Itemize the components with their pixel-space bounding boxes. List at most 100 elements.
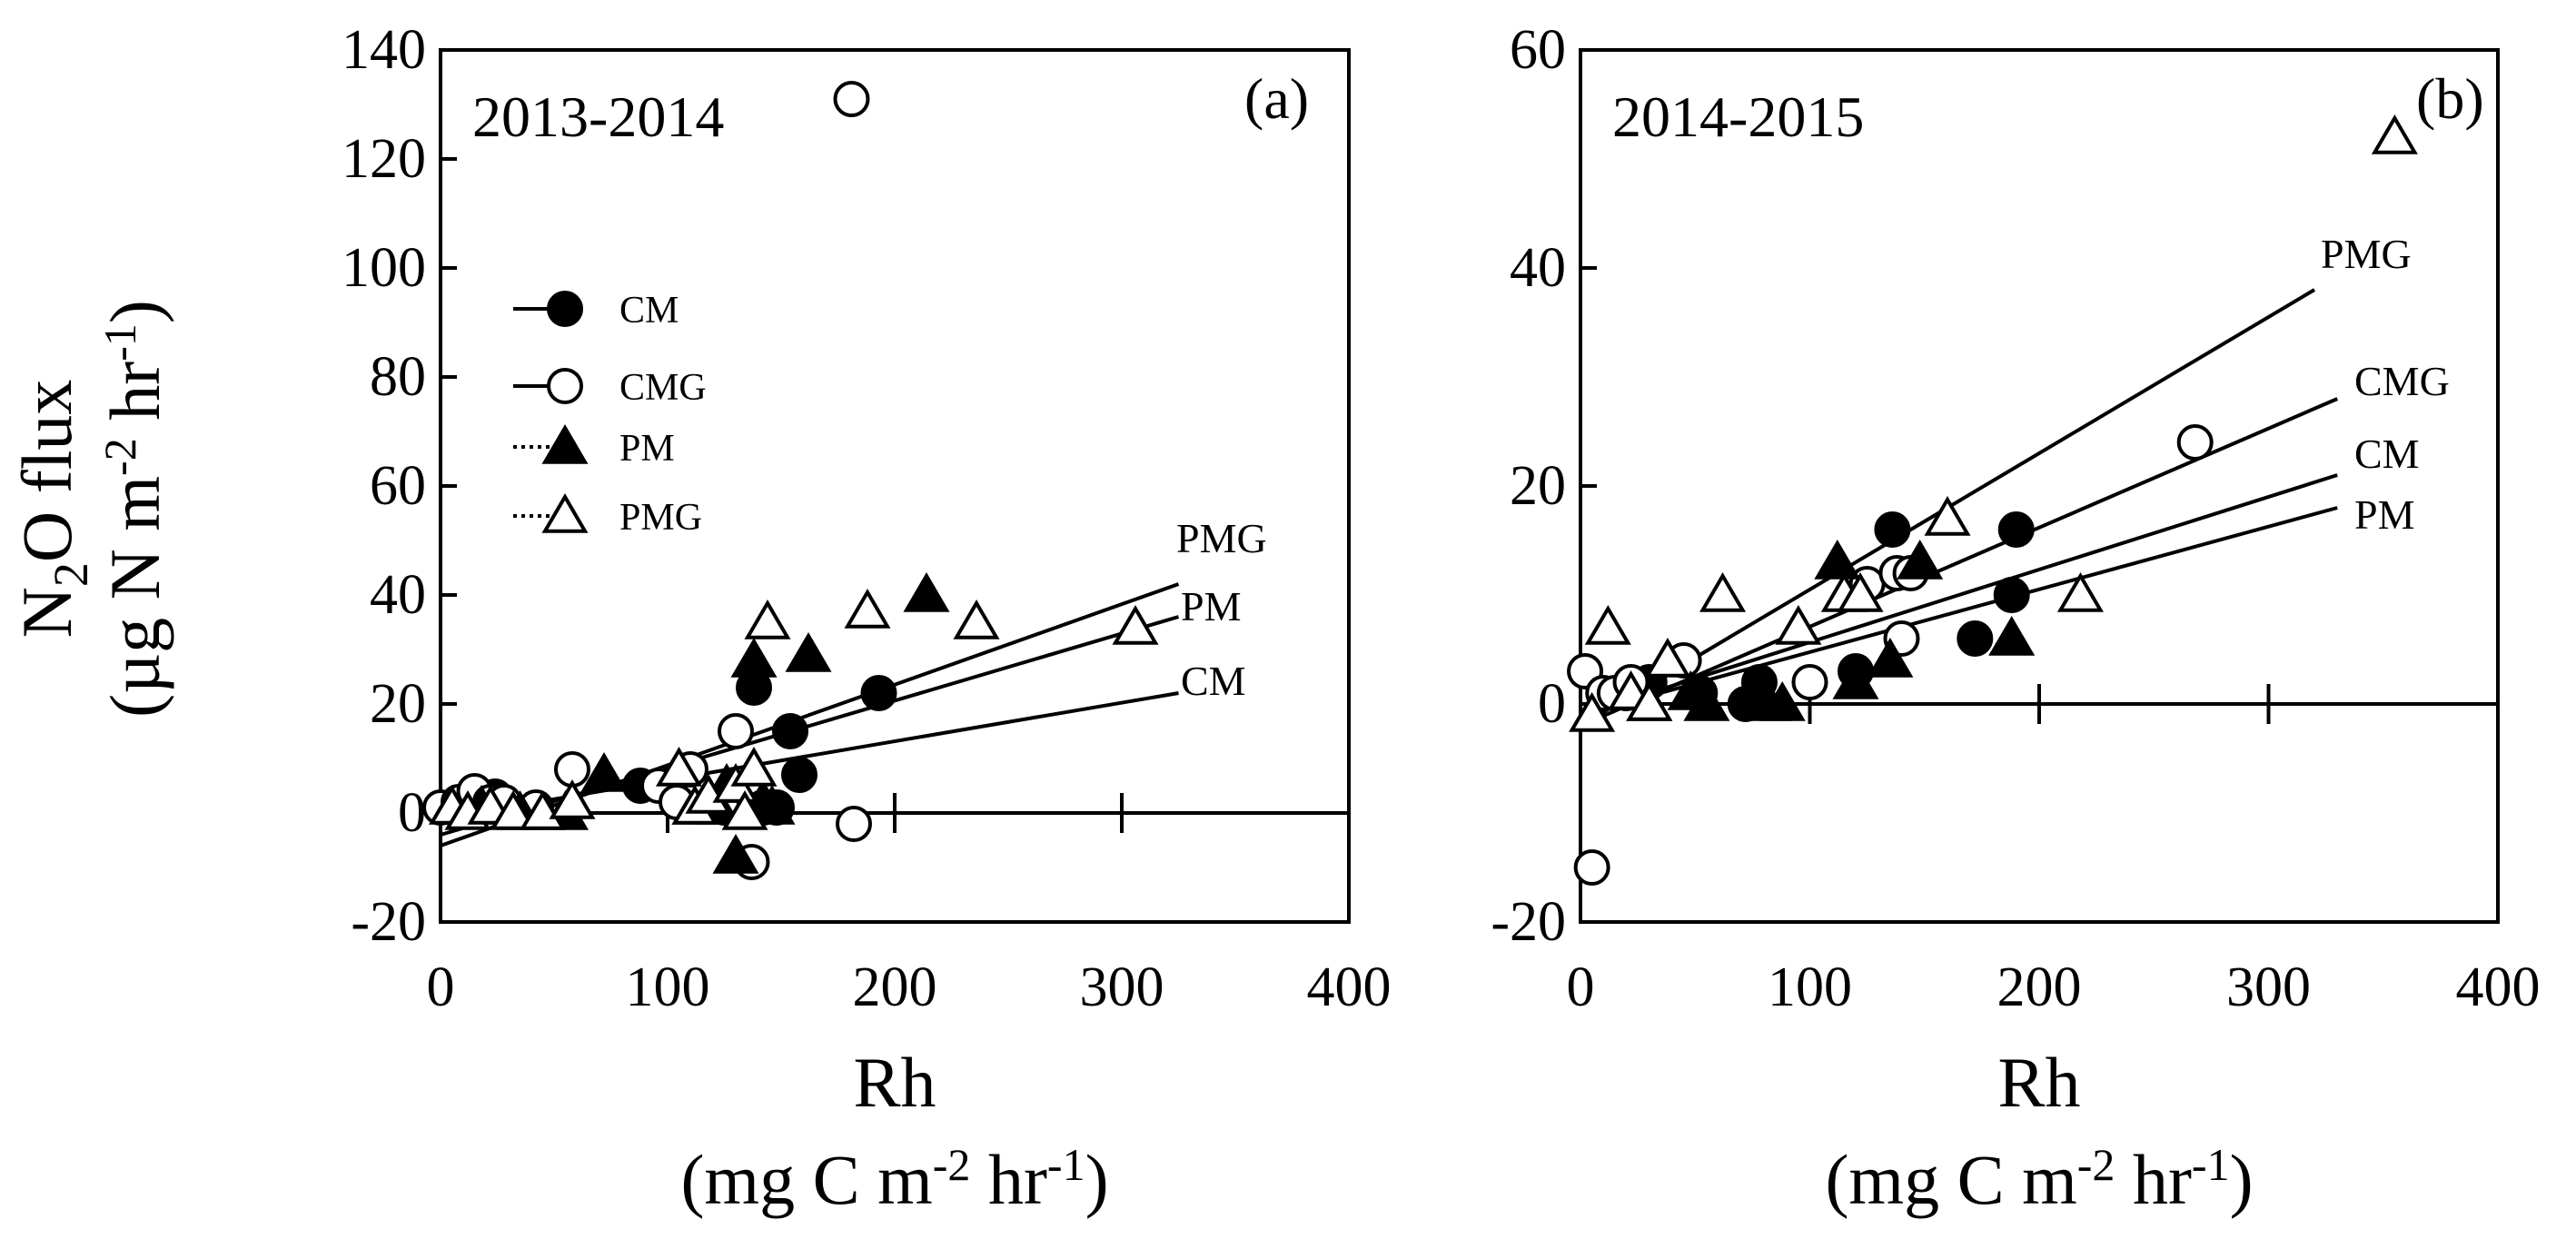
panel-b-y-tick-label: 0 bbox=[1538, 673, 1566, 735]
panel-b-frame bbox=[1579, 48, 2500, 924]
panel-b-point-pmg bbox=[1569, 692, 1616, 732]
panel-a-legend: CM CMG PM PMG bbox=[513, 290, 707, 539]
panel-b-fit-line-cmg bbox=[1580, 397, 2339, 728]
panel-a-point-pm bbox=[730, 638, 778, 678]
panel-a-letter: (a) bbox=[1244, 66, 1309, 131]
panel-b-point-pm bbox=[1867, 638, 1914, 678]
panel-b-point-cm bbox=[1874, 511, 1911, 548]
legend-marker-pm bbox=[541, 424, 589, 464]
panel-a-point-pmg bbox=[844, 589, 891, 629]
panel-a-point-pm bbox=[903, 572, 950, 612]
y-axis-label: N2O flux (µg N m-2 hr-1) bbox=[7, 300, 174, 718]
panel-b-point-cmg bbox=[1573, 849, 1610, 886]
panel-b-point-pm bbox=[1683, 681, 1730, 721]
panel-a-x-tick-label: 200 bbox=[853, 957, 937, 1018]
legend-marker-pmg bbox=[541, 493, 589, 533]
panel-a-point-pm bbox=[785, 632, 832, 672]
panel-b-point-pmg bbox=[2371, 114, 2418, 154]
panel-b-point-pm bbox=[1759, 681, 1806, 721]
panel-a-point-pmg bbox=[1112, 605, 1159, 645]
panel-a-point-pmg bbox=[655, 747, 703, 787]
y-units-sup1: -2 bbox=[94, 438, 145, 476]
panel-b-line-label-cm: CM bbox=[2354, 431, 2420, 477]
panel-b-point-cm bbox=[1997, 511, 2035, 548]
panel-a-point-cm bbox=[860, 675, 897, 711]
y-units-sup2: -1 bbox=[94, 323, 145, 362]
panel-a-x-units-sup2: -1 bbox=[1047, 1139, 1085, 1190]
panel-b-line-label-pmg: PMG bbox=[2321, 231, 2412, 277]
panel-b-point-pmg bbox=[1699, 572, 1747, 612]
panel-a-y-tick-label: 140 bbox=[342, 19, 426, 81]
panel-a-y-tick-label: 0 bbox=[398, 782, 426, 844]
panel-b-point-pmg bbox=[1644, 638, 1691, 678]
panel-a-x-tick-label: 0 bbox=[427, 957, 455, 1018]
panel-b-point-pmg bbox=[1924, 496, 1971, 536]
panel-b-point-cmg bbox=[1791, 664, 1828, 700]
panel-a-line-label-pmg: PMG bbox=[1176, 515, 1267, 561]
panel-a-line-label-pm: PM bbox=[1181, 583, 1241, 629]
panel-a-point-pmg bbox=[721, 790, 768, 830]
panel-a-x-units-c: ) bbox=[1085, 1140, 1109, 1219]
y-label-rest: O flux bbox=[7, 380, 86, 562]
panel-a-point-pm bbox=[580, 752, 628, 792]
panel-b-point-pm bbox=[1814, 540, 1861, 580]
panel-b-point-cm bbox=[1993, 577, 2030, 613]
panel-b-y-tick-label: 40 bbox=[1510, 237, 1566, 299]
panel-a-line-labels: PMG PM CM bbox=[1176, 515, 1267, 704]
panel-a-period: 2013-2014 bbox=[472, 84, 724, 149]
panel-a-point-cm bbox=[781, 757, 817, 793]
panel-b-point-cm bbox=[1957, 620, 1994, 657]
svg-text:N2O flux: N2O flux bbox=[7, 380, 98, 639]
panel-a-y-ticks: -20 0 20 40 60 80 100 120 140 bbox=[342, 19, 457, 953]
panel-a-y-tick-label: 80 bbox=[370, 346, 426, 408]
panel-a-y-tick-label: 120 bbox=[342, 128, 426, 190]
panel-a-x-tick-label: 100 bbox=[626, 957, 710, 1018]
panel-b-point-pmg bbox=[1584, 605, 1631, 645]
panel-b-line-labels: PMG CMG CM PM bbox=[2321, 231, 2450, 538]
panel-a-point-pmg bbox=[549, 779, 596, 819]
panel-a-point-pm bbox=[712, 834, 759, 874]
panel-b-period: 2014-2015 bbox=[1612, 84, 1864, 149]
panel-a-x-tick-label: 400 bbox=[1307, 957, 1392, 1018]
panel-b-x-tick-label: 300 bbox=[2226, 957, 2311, 1018]
panel-a-point-pmg bbox=[953, 600, 1000, 639]
panel-b-y-tick-label: 60 bbox=[1510, 19, 1566, 81]
panel-b-y-tick-label: -20 bbox=[1491, 891, 1566, 953]
panel-a-point-pmg bbox=[744, 600, 791, 639]
panel-a-x-label: Rh bbox=[853, 1043, 936, 1122]
panel-a-y-tick-label: -20 bbox=[351, 891, 426, 953]
panel-b-x-label: Rh bbox=[1997, 1043, 2080, 1122]
svg-text:(µg N m-2 hr-1): (µg N m-2 hr-1) bbox=[94, 300, 174, 718]
panel-a-y-tick-label: 100 bbox=[342, 237, 426, 299]
panel-a-x-units-a: (mg C m bbox=[680, 1140, 932, 1219]
panel-a-point-pm bbox=[748, 785, 796, 825]
panel-b-point-pmg bbox=[1775, 605, 1822, 645]
panel-a-points bbox=[422, 81, 1159, 880]
panel-a-point-cmg bbox=[836, 806, 872, 842]
panel-a-point-pmg bbox=[490, 790, 537, 830]
y-label-main: N bbox=[7, 587, 86, 638]
legend-marker-cm bbox=[547, 291, 583, 327]
panel-b-x-units-b: hr bbox=[2115, 1140, 2192, 1219]
panel-b-point-pmg bbox=[1626, 681, 1673, 721]
panel-b-point-pm bbox=[1832, 659, 1879, 699]
panel-b-x-tick-label: 200 bbox=[1997, 957, 2082, 1018]
panel-b-x-units-c: ) bbox=[2230, 1140, 2254, 1219]
panel-b-x-units-sup2: -1 bbox=[2192, 1139, 2230, 1190]
panel-b-fit-line-cm bbox=[1580, 473, 2338, 717]
panel-b-x-units-sup1: -2 bbox=[2077, 1139, 2115, 1190]
panel-a-x-units: (mg C m-2 hr-1) bbox=[680, 1139, 1108, 1219]
panel-a-line-label-cm: CM bbox=[1181, 658, 1246, 704]
panel-b-x-tick-label: 400 bbox=[2456, 957, 2541, 1018]
panel-a-point-cmg bbox=[833, 81, 870, 117]
panel-a-y-tick-label: 20 bbox=[370, 673, 426, 735]
panel-a-x-units-b: hr bbox=[970, 1140, 1047, 1219]
legend-label-cm: CM bbox=[619, 290, 679, 332]
y-units-c: ) bbox=[95, 300, 174, 323]
panel-a-point-cmg bbox=[718, 713, 754, 749]
panel-b-point-pmg bbox=[1837, 572, 1884, 612]
y-units-b: hr bbox=[95, 362, 174, 439]
panel-b-points bbox=[1567, 114, 2418, 886]
